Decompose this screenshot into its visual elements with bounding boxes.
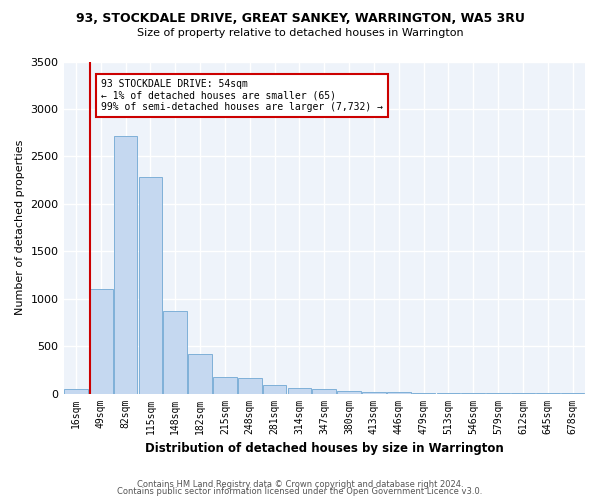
Bar — [238, 378, 262, 394]
Bar — [139, 177, 162, 394]
Bar — [362, 392, 386, 394]
Bar — [437, 393, 460, 394]
Bar — [337, 391, 361, 394]
Text: Contains public sector information licensed under the Open Government Licence v3: Contains public sector information licen… — [118, 487, 482, 496]
X-axis label: Distribution of detached houses by size in Warrington: Distribution of detached houses by size … — [145, 442, 503, 455]
Bar — [163, 310, 187, 394]
Text: 93 STOCKDALE DRIVE: 54sqm
← 1% of detached houses are smaller (65)
99% of semi-d: 93 STOCKDALE DRIVE: 54sqm ← 1% of detach… — [101, 78, 383, 112]
Bar — [188, 354, 212, 394]
Text: Contains HM Land Registry data © Crown copyright and database right 2024.: Contains HM Land Registry data © Crown c… — [137, 480, 463, 489]
Bar — [64, 389, 88, 394]
Bar — [89, 289, 113, 394]
Bar — [213, 378, 237, 394]
Text: 93, STOCKDALE DRIVE, GREAT SANKEY, WARRINGTON, WA5 3RU: 93, STOCKDALE DRIVE, GREAT SANKEY, WARRI… — [76, 12, 524, 26]
Y-axis label: Number of detached properties: Number of detached properties — [15, 140, 25, 315]
Bar — [287, 388, 311, 394]
Bar — [313, 390, 336, 394]
Bar — [263, 386, 286, 394]
Bar — [387, 392, 410, 394]
Text: Size of property relative to detached houses in Warrington: Size of property relative to detached ho… — [137, 28, 463, 38]
Bar — [114, 136, 137, 394]
Bar — [412, 392, 436, 394]
